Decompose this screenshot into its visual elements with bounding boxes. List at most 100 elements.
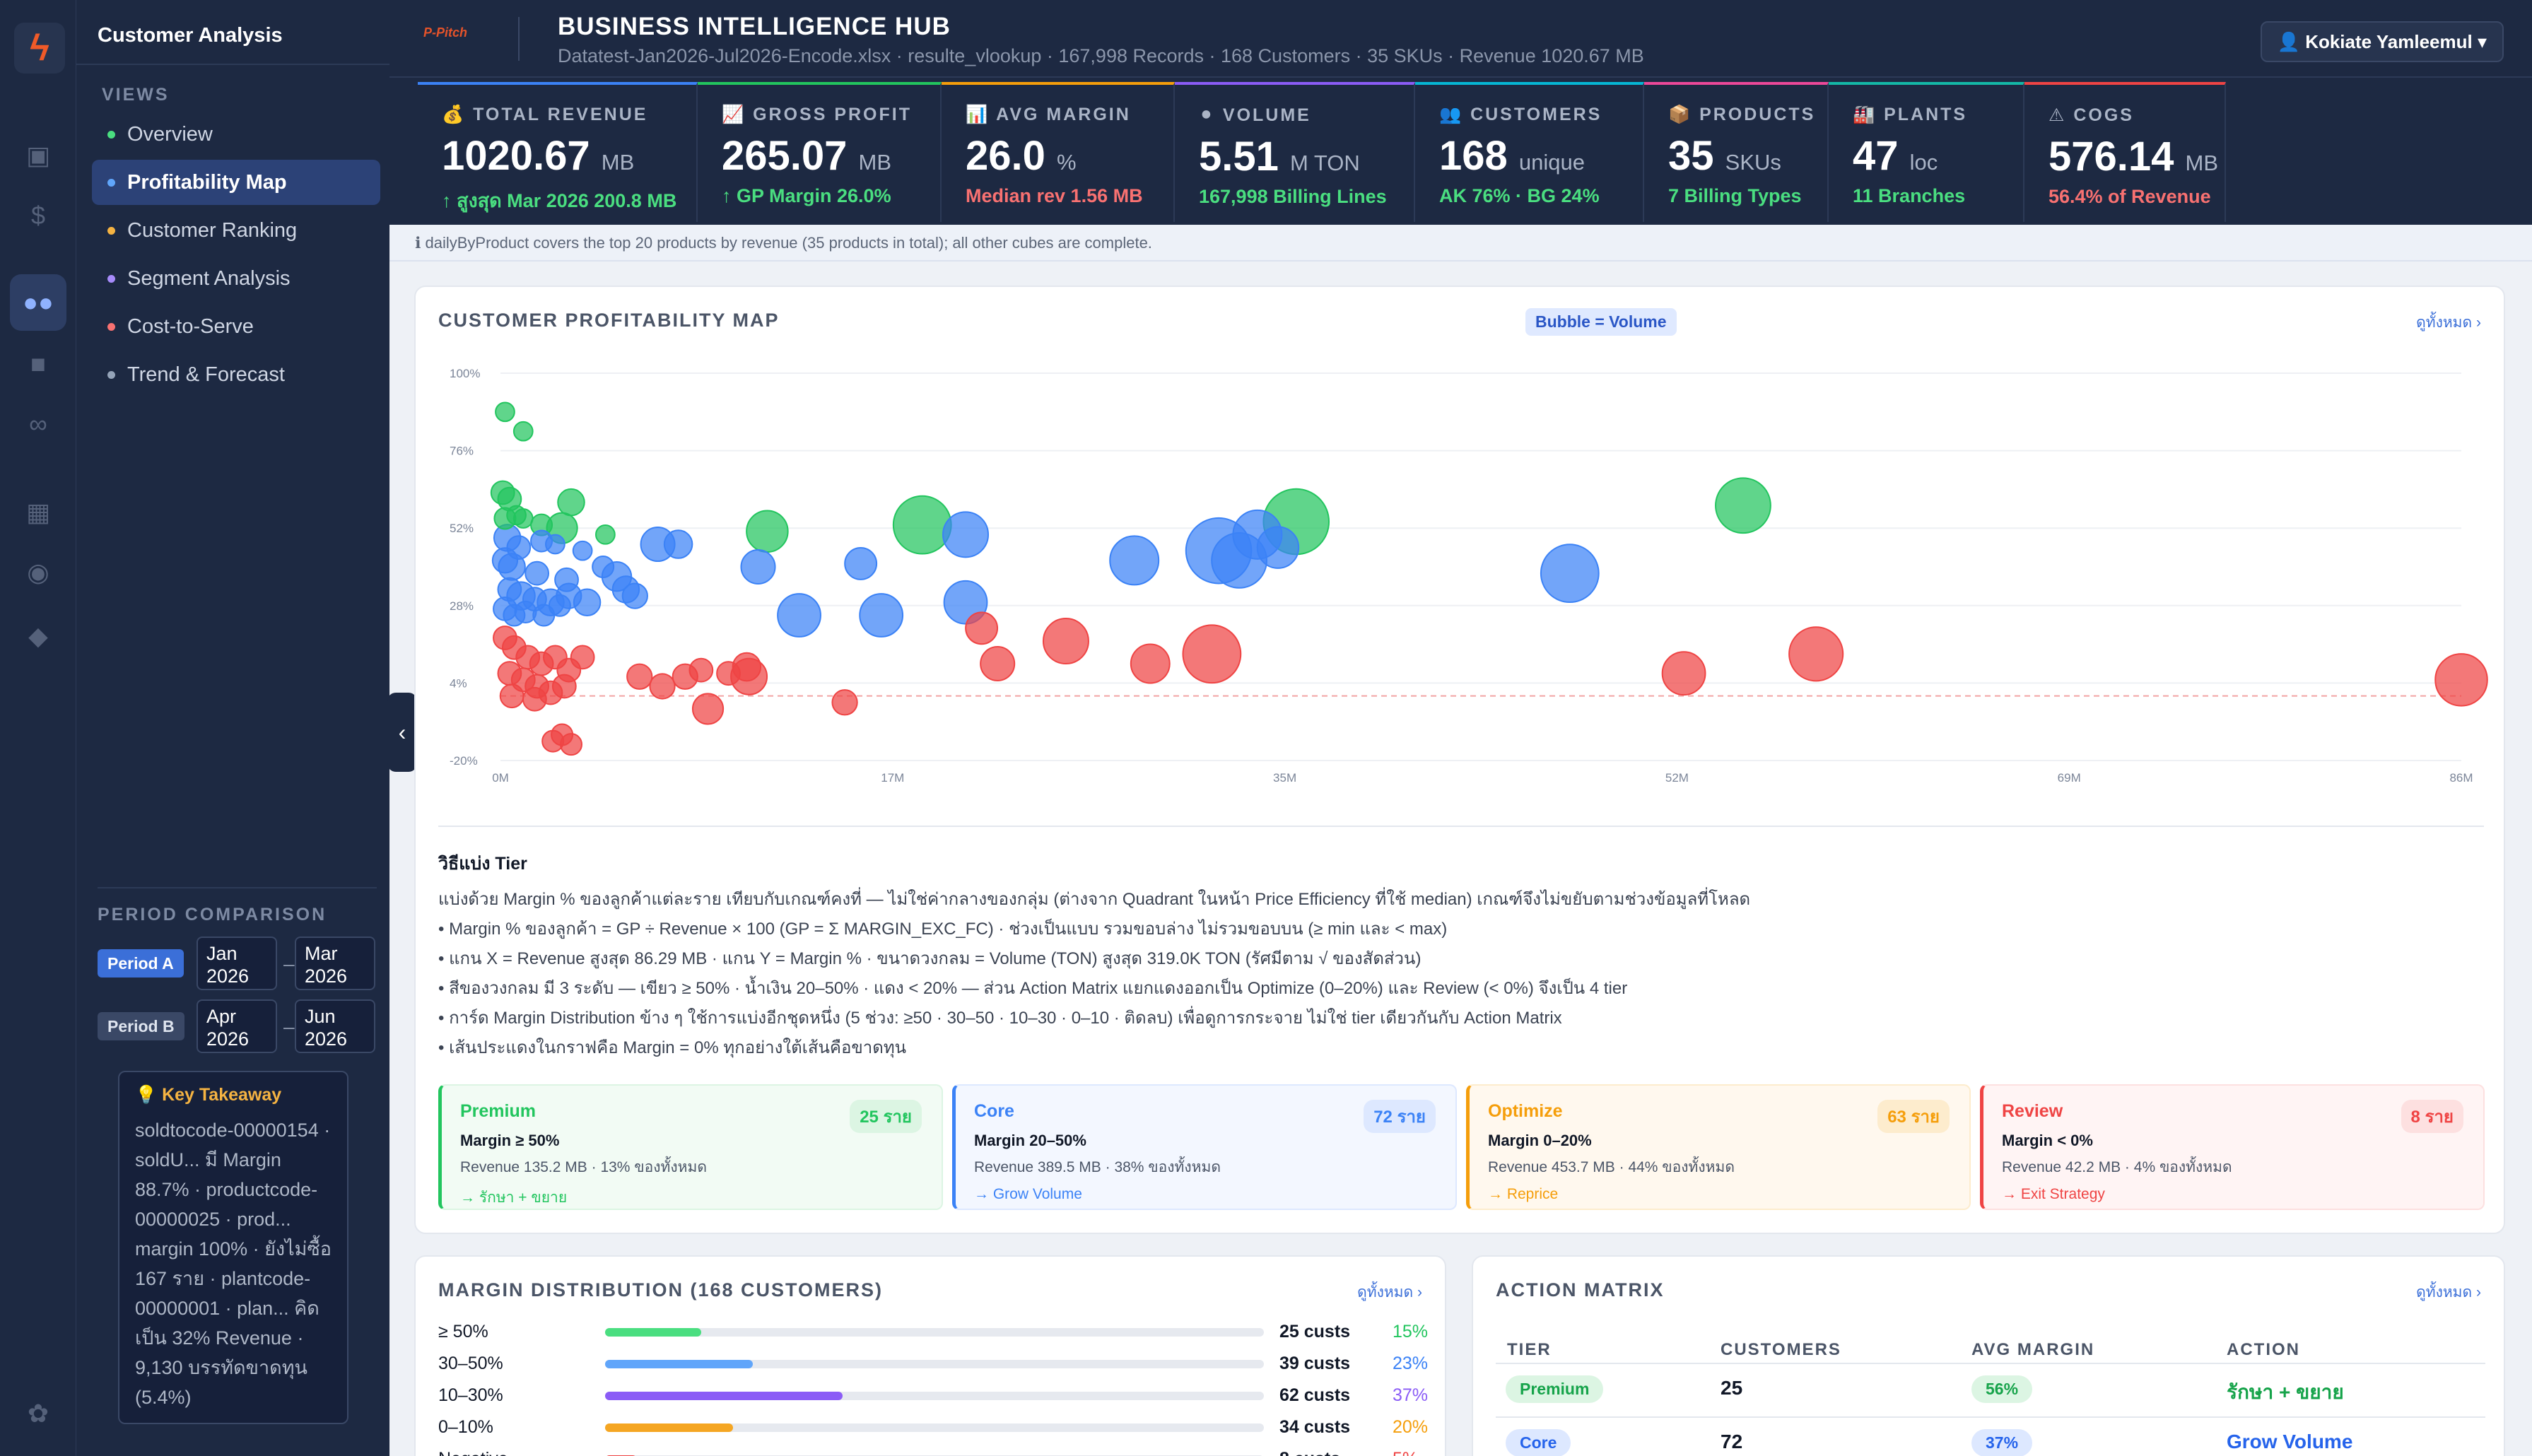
nav-item-customer-ranking[interactable]: Customer Ranking xyxy=(92,208,380,253)
bubble-point xyxy=(572,540,593,561)
nav-dot-icon xyxy=(107,131,115,139)
kpi-value: 5.51 M TON xyxy=(1199,133,1414,180)
kpi-label: 📦 PRODUCTS xyxy=(1668,105,1816,124)
collapse-sidebar-button[interactable]: ‹ xyxy=(387,693,417,772)
bubble-point xyxy=(548,594,571,617)
factory-icon[interactable]: ▦ xyxy=(25,498,50,527)
kpi-subtext: AK 76% · BG 24% xyxy=(1439,185,1600,206)
dollar-icon[interactable]: $ xyxy=(30,201,46,230)
bubble-point xyxy=(965,611,999,645)
bubble-point xyxy=(691,693,725,725)
divider xyxy=(438,826,2484,827)
divider xyxy=(1496,1363,2485,1364)
distribution-percent: 20% xyxy=(1393,1417,1429,1437)
x-tick-label: 86M xyxy=(2449,771,2473,785)
nav-item-label: Cost-to-Serve xyxy=(127,315,254,338)
nav-item-overview[interactable]: Overview xyxy=(92,112,380,157)
action-matrix-view-all-link[interactable]: ดูทั้งหมด › xyxy=(2416,1284,2481,1301)
tier-rule: Margin 0–20% xyxy=(1488,1132,1592,1149)
link-icon[interactable]: ∞ xyxy=(29,409,47,438)
views-label: VIEWS xyxy=(102,85,170,105)
tier-method-title: วิธีแบ่ง Tier xyxy=(438,854,527,874)
company-logo: P‑Pitch xyxy=(423,25,468,40)
tier-revenue: Revenue 453.7 MB · 44% ของทั้งหมด xyxy=(1488,1159,1735,1175)
nav-item-segment-analysis[interactable]: Segment Analysis xyxy=(92,256,380,301)
matrix-action[interactable]: Grow Volume xyxy=(2227,1431,2353,1452)
app-logo-icon[interactable]: ϟ xyxy=(14,23,65,74)
bubble-point xyxy=(844,546,878,580)
period-comparison-label: PERIOD COMPARISON xyxy=(98,905,327,924)
tier-card-review[interactable]: Review 8 ราย Margin < 0% Revenue 42.2 MB · … xyxy=(1980,1084,2485,1210)
y-tick-label: 100% xyxy=(450,367,480,380)
bubble-point xyxy=(570,645,595,670)
kpi-plants: 🏭 PLANTS 47 loc 11 Branches xyxy=(1829,82,2024,222)
nav-dot-icon xyxy=(107,323,115,331)
matrix-action[interactable]: รักษา + ขยาย xyxy=(2227,1381,2344,1403)
tier-card-premium[interactable]: Premium 25 ราย Margin ≥ 50% Revenue 135.2 M… xyxy=(438,1084,943,1210)
distribution-bar-fill xyxy=(605,1423,734,1432)
distribution-row: 10–30% 62 custs 37% xyxy=(438,1380,1428,1411)
tier-card-core[interactable]: Core 72 ราย Margin 20–50% Revenue 389.5 MB … xyxy=(952,1084,1457,1210)
x-tick-label: 35M xyxy=(1273,771,1296,785)
period-b-dash: – xyxy=(283,1016,295,1038)
period-b-start[interactable]: Apr 2026 xyxy=(197,999,277,1053)
users-icon[interactable]: ●● xyxy=(10,274,66,331)
nav-item-trend-forecast[interactable]: Trend & Forecast xyxy=(92,352,380,397)
bubble-point xyxy=(626,663,653,690)
kpi-unit: SKUs xyxy=(1725,150,1781,175)
tier-count-badge: 63 ราย xyxy=(1877,1100,1950,1133)
tier-card-optimize[interactable]: Optimize 63 ราย Margin 0–20% Revenue 453.7 … xyxy=(1466,1084,1971,1210)
x-tick-label: 52M xyxy=(1665,771,1689,785)
map-view-all-link[interactable]: ดูทั้งหมด › xyxy=(2416,315,2481,331)
kpi-unit: loc xyxy=(1909,150,1938,175)
distribution-label: Negative xyxy=(438,1449,508,1456)
distribution-count: 62 custs xyxy=(1279,1385,1351,1405)
droplet-icon[interactable]: ◆ xyxy=(28,621,48,650)
distribution-percent: 23% xyxy=(1393,1354,1429,1373)
action-matrix-card: ACTION MATRIX ดูทั้งหมด › TIER CUSTOMERS… xyxy=(1472,1255,2505,1456)
nav-item-cost-to-serve[interactable]: Cost-to-Serve xyxy=(92,304,380,349)
calendar-icon[interactable]: ▣ xyxy=(25,141,50,170)
money-bag-icon[interactable]: ◉ xyxy=(27,558,49,587)
period-a-end[interactable]: Mar 2026 xyxy=(295,937,375,990)
tier-action: → Exit Strategy xyxy=(2002,1186,2105,1202)
nav-item-label: Overview xyxy=(127,123,213,146)
margin-distribution-card: MARGIN DISTRIBUTION (168 CUSTOMERS) ดูทั… xyxy=(414,1255,1446,1456)
bubble-point xyxy=(1130,643,1171,684)
matrix-avg-margin-badge: 37% xyxy=(1971,1429,2033,1456)
nav-dot-icon xyxy=(107,275,115,283)
box-icon[interactable]: ■ xyxy=(30,349,46,378)
user-menu-button[interactable]: 👤 Kokiate Yamleemul ▾ xyxy=(2260,21,2504,62)
bubble-point xyxy=(980,645,1016,682)
tier-action: → Grow Volume xyxy=(974,1186,1082,1202)
period-a-start[interactable]: Jan 2026 xyxy=(197,937,277,990)
bubble-point xyxy=(592,555,615,579)
bubble-point xyxy=(831,689,858,716)
matrix-tier-badge: Core xyxy=(1506,1429,1571,1456)
bubble-point xyxy=(524,560,550,586)
bubble-point xyxy=(551,674,577,699)
nav-item-profitability-map[interactable]: Profitability Map xyxy=(92,160,380,205)
bubble-point xyxy=(1715,477,1771,534)
matrix-tier-badge: Premium xyxy=(1506,1375,1604,1403)
distribution-count: 39 custs xyxy=(1279,1354,1351,1373)
kpi-gross-profit: 📈 GROSS PROFIT 265.07 MB ↑ GP Margin 26.0% xyxy=(698,82,942,222)
kpi-value-number: 26.0 xyxy=(966,133,1045,179)
kpi-label: 📈 GROSS PROFIT xyxy=(722,105,912,124)
period-b-end[interactable]: Jun 2026 xyxy=(295,999,375,1053)
bubble-point xyxy=(506,535,532,560)
leaf-icon[interactable]: ✿ xyxy=(27,1399,49,1428)
distribution-row: ≥ 50% 25 custs 15% xyxy=(438,1316,1428,1347)
distribution-bar-fill xyxy=(605,1392,843,1400)
kpi-value: 47 loc xyxy=(1853,132,2023,180)
col-header-customers: CUSTOMERS xyxy=(1721,1340,1841,1359)
bubble-point xyxy=(512,421,534,442)
kpi-label: ⚫ VOLUME xyxy=(1199,105,1311,125)
bubble-legend: Bubble = Volume xyxy=(1525,308,1677,336)
tier-action: → รักษา + ขยาย xyxy=(460,1190,568,1206)
distribution-view-all-link[interactable]: ดูทั้งหมด › xyxy=(1357,1284,1422,1301)
tier-name: Core xyxy=(974,1101,1014,1121)
divider xyxy=(76,64,389,65)
kpi-value-number: 265.07 xyxy=(722,133,848,179)
bubble-point xyxy=(777,593,821,638)
